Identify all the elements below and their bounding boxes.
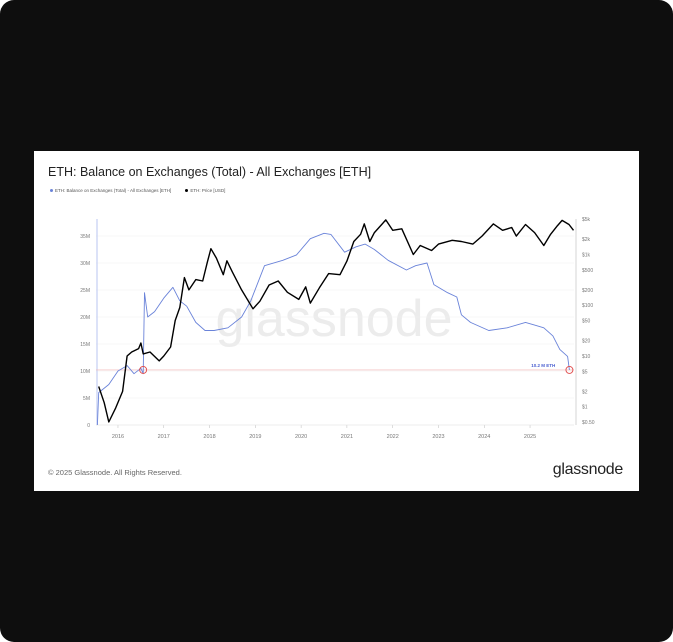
y-right-tick-label: $2k [582,237,591,243]
y-right-tick-label: $5k [582,217,591,223]
legend-item-price[interactable]: ETH: Price [USD] [185,188,225,193]
x-tick-label: 2025 [524,434,536,440]
chart-card: ETH: Balance on Exchanges (Total) - All … [34,151,639,491]
y-left-tick-label: 5M [83,396,90,402]
y-left-tick-label: 30M [80,261,90,267]
y-right-tick-label: $100 [582,303,593,309]
copyright: © 2025 Glassnode. All Rights Reserved. [48,468,182,477]
y-right-tick-label: $200 [582,288,593,294]
x-tick-label: 2016 [112,434,124,440]
price-line [98,219,575,423]
y-left-tick-label: 15M [80,342,90,348]
x-tick-label: 2021 [341,434,353,440]
y-left-tick-label: 25M [80,288,90,294]
brand-logo: glassnode [552,461,624,478]
y-right-tick-label: $1k [582,252,591,258]
y-right-tick-label: $20 [582,339,591,345]
y-right-tick-label: $2 [582,389,588,395]
x-tick-label: 2024 [478,434,490,440]
annotation-label: 10.2 M ETH [531,363,555,368]
x-tick-label: 2018 [203,434,215,440]
x-tick-label: 2020 [295,434,307,440]
y-left-tick-label: 35M [80,234,90,240]
legend: ETH: Balance on Exchanges (Total) - All … [50,188,225,193]
x-tick-label: 2017 [158,434,170,440]
legend-label: ETH: Balance on Exchanges (Total) - All … [55,188,172,193]
balance-line [96,232,570,426]
y-right-tick-label: $0.50 [582,420,595,426]
highlight-marker [565,365,574,374]
x-tick-label: 2022 [387,434,399,440]
y-right-tick-label: $5 [582,369,588,375]
y-right-tick-label: $1 [582,405,588,411]
x-tick-label: 2023 [432,434,444,440]
watermark: glassnode [215,290,452,348]
y-right-tick-label: $50 [582,319,591,325]
legend-item-balance[interactable]: ETH: Balance on Exchanges (Total) - All … [50,188,171,193]
y-left-tick-label: 0 [87,423,90,429]
x-tick-label: 2019 [249,434,261,440]
y-right-tick-label: $10 [582,354,591,360]
chart-plot: glassnode 0 5M 10M 15M 20M 25M 30M 35M $0.50 $1 $2 $… [80,217,595,440]
chart-title: ETH: Balance on Exchanges (Total) - All … [48,165,372,179]
highlight-marker [139,365,148,374]
y-right-tick-label: $500 [582,268,593,274]
legend-dot-icon [50,189,53,193]
legend-dot-icon [185,189,189,193]
y-left-tick-label: 10M [80,369,90,375]
y-left-tick-label: 20M [80,315,90,321]
legend-label: ETH: Price [USD] [190,188,226,193]
